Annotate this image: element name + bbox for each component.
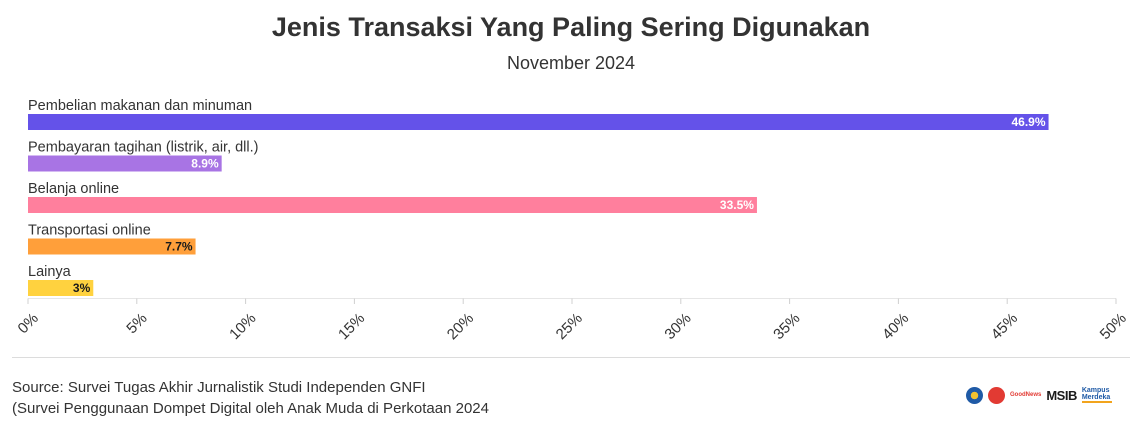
category-label: Lainya — [28, 264, 72, 280]
x-tick-label: 0% — [15, 310, 42, 337]
bar — [28, 114, 1049, 130]
value-label: 33.5% — [720, 198, 754, 212]
source-line-1: Source: Survei Tugas Akhir Jurnalistik S… — [12, 379, 426, 396]
category-label: Belanja online — [28, 181, 119, 197]
bar — [28, 155, 222, 172]
x-tick-label: 10% — [226, 310, 259, 343]
x-tick-label: 50% — [1097, 310, 1130, 343]
x-tick-label: 35% — [770, 310, 803, 343]
x-tick-label: 45% — [988, 310, 1021, 343]
value-label: 3% — [73, 281, 91, 295]
value-label: 8.9% — [191, 157, 219, 171]
kampus-merdeka-logo-text: Kampus Merdeka — [1081, 387, 1112, 403]
partner-logos: GoodNews MSIB Kampus Merdeka — [966, 384, 1132, 406]
kemendikbud-logo-icon — [966, 386, 983, 404]
source-note: Source: Survei Tugas Akhir Jurnalistik S… — [12, 377, 489, 419]
category-label: Pembayaran tagihan (listrik, air, dll.) — [28, 140, 259, 156]
x-tick-label: 25% — [553, 310, 586, 343]
chart-title: Jenis Transaksi Yang Paling Sering Digun… — [271, 12, 871, 42]
category-label: Pembelian makanan dan minuman — [28, 98, 252, 114]
category-label: Transportasi online — [28, 223, 151, 239]
x-tick-label: 15% — [335, 310, 368, 343]
bar — [28, 280, 94, 296]
x-tick-label: 5% — [123, 310, 150, 337]
msib-logo-text: MSIB — [1046, 387, 1077, 403]
value-label: 7.7% — [165, 240, 193, 254]
x-tick-label: 30% — [661, 310, 694, 343]
goodnews-logo-text: GoodNews — [1010, 392, 1042, 398]
x-tick-label: 20% — [444, 310, 477, 343]
chart-subtitle: November 2024 — [506, 53, 636, 73]
bar-chart: Pembelian makanan dan minuman 46.9% Pembay… — [12, 98, 1130, 358]
value-label: 46.9% — [1012, 115, 1046, 129]
bar — [28, 197, 757, 213]
source-line-2: (Survei Penggunaan Dompet Digital oleh A… — [12, 400, 489, 417]
goodnews-logo-icon — [988, 386, 1005, 404]
bar — [28, 238, 196, 255]
x-tick-label: 40% — [879, 310, 912, 343]
